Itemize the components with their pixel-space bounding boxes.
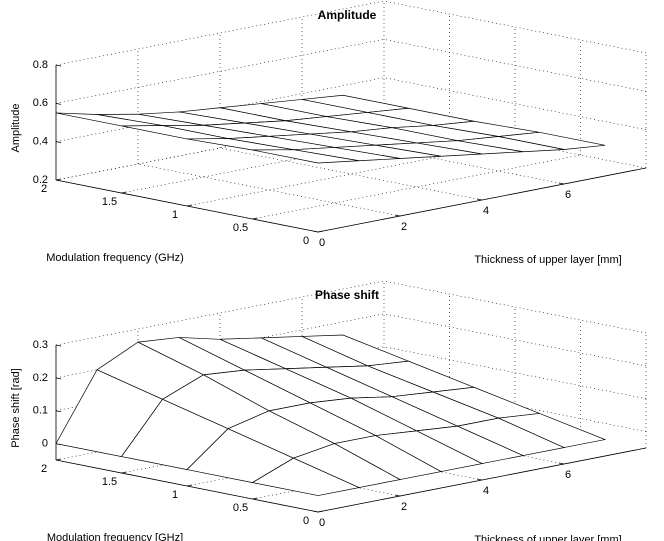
tick-mark [394, 214, 401, 217]
z-axis-label: Phase shift [rad] [10, 368, 22, 448]
surface-cell [252, 149, 360, 164]
tick-mark [55, 344, 62, 347]
grid-line [301, 131, 565, 185]
grid-line [383, 0, 647, 54]
z-axis-label: Amplitude [10, 104, 22, 153]
x-tick-label: 0 [319, 517, 325, 529]
tick-mark [558, 182, 565, 185]
y-tick-label: 0.5 [233, 502, 248, 514]
chart-title: Phase shift [315, 288, 379, 302]
z-tick-label: 0.6 [33, 97, 48, 109]
tick-mark [121, 471, 127, 474]
tick-mark [476, 478, 483, 481]
x-tick-label: 2 [401, 221, 407, 233]
x-tick-label: 0 [319, 237, 325, 249]
tick-mark [476, 198, 483, 201]
y-tick-label: 2 [41, 183, 47, 195]
x-tick-label: 2 [401, 501, 407, 513]
z-tick-label: 0.3 [33, 339, 48, 351]
x-tick-label: 4 [483, 205, 489, 217]
x-tick-label: 6 [565, 189, 571, 201]
y-tick-label: 1.5 [102, 196, 117, 208]
tick-mark [121, 191, 127, 194]
y-tick-label: 0 [303, 235, 309, 247]
x-axis-label: Thickness of upper layer [mm] [474, 534, 621, 541]
y-tick-label: 0.5 [233, 222, 248, 234]
y-tick-label: 1 [172, 489, 178, 501]
tick-mark [55, 64, 62, 67]
tick-mark [55, 179, 62, 182]
tick-mark [317, 510, 324, 513]
tick-mark [312, 510, 319, 513]
tick-mark [394, 494, 401, 497]
z-tick-label: 0.2 [33, 174, 48, 186]
tick-mark [55, 377, 62, 380]
grid-line [383, 115, 647, 169]
grid-line [383, 39, 647, 92]
grid-line [383, 313, 647, 367]
tick-mark [55, 458, 62, 461]
y-tick-label: 0 [303, 515, 309, 527]
grid-line [137, 163, 401, 217]
x-axis-label: Thickness of upper layer [mm] [474, 254, 621, 266]
grid-line [383, 77, 647, 130]
tick-mark [252, 497, 258, 500]
tick-mark [312, 230, 319, 233]
y-tick-label: 1 [172, 209, 178, 221]
grid-line [383, 280, 647, 334]
z-tick-label: 0.1 [33, 405, 48, 417]
chart-title: Amplitude [318, 8, 377, 22]
surface-cell [251, 457, 361, 496]
tick-mark [252, 217, 258, 220]
x-tick-label: 6 [565, 469, 571, 481]
z-tick-label: 0.8 [33, 59, 48, 71]
y-axis-label: Modulation frequency (GHz) [46, 252, 184, 264]
x-tick-label: 4 [483, 485, 489, 497]
tick-mark [317, 230, 324, 233]
grid-line [383, 379, 647, 432]
tick-mark [558, 462, 565, 465]
z-tick-label: 0 [42, 437, 48, 449]
y-axis-label: Modulation frequency [GHz] [47, 532, 183, 541]
grid-line [383, 346, 647, 400]
z-tick-label: 0.2 [33, 372, 48, 384]
tick-mark [186, 484, 193, 487]
tick-mark [186, 204, 193, 207]
tick-mark [55, 141, 62, 144]
tick-mark [55, 102, 62, 105]
y-tick-label: 2 [41, 463, 47, 475]
tick-mark [55, 410, 62, 413]
grid-line [252, 154, 581, 220]
y-tick-label: 1.5 [102, 476, 117, 488]
z-tick-label: 0.4 [33, 136, 48, 148]
grid-line [219, 147, 483, 201]
